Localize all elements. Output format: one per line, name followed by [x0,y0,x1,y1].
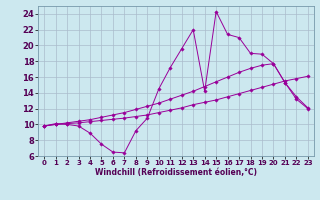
X-axis label: Windchill (Refroidissement éolien,°C): Windchill (Refroidissement éolien,°C) [95,168,257,177]
